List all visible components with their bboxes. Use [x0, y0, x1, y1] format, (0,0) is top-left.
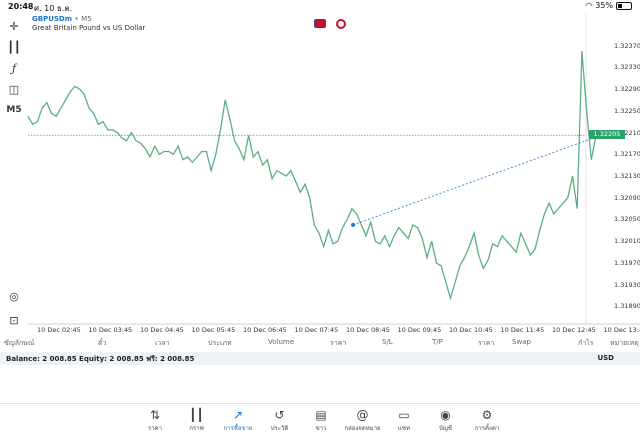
y-tick-label: 1.32090	[614, 193, 640, 202]
nav-item-label: กล่องจดหมาย	[344, 425, 381, 432]
shapes-icon[interactable]: ◫	[8, 82, 20, 96]
x-tick-label: 10 Dec 04:45	[140, 326, 184, 334]
column-header[interactable]: ราคา	[478, 339, 495, 347]
x-tick-label: 10 Dec 13:4	[603, 326, 640, 334]
column-header[interactable]: Volume	[268, 338, 295, 346]
x-tick-label: 10 Dec 08:45	[346, 326, 390, 334]
export-icon[interactable]: ⊡	[9, 313, 19, 327]
news-icon: ▤	[315, 408, 327, 422]
symbol-label[interactable]: GBPUSDm • M5	[32, 15, 92, 23]
currency-flags	[314, 19, 346, 29]
trade-icon: ↗	[232, 408, 244, 422]
nav-item-label: บัญชี	[439, 425, 452, 432]
x-tick-label: 10 Dec 10:45	[449, 326, 493, 334]
battery-icon	[616, 1, 632, 10]
trade-line	[352, 134, 602, 226]
chat-icon: ▭	[398, 408, 410, 422]
price-chart[interactable]	[0, 0, 640, 337]
symbol-dot: •	[74, 15, 79, 23]
nav-item[interactable]: ↗ การซื้อขาย	[218, 407, 258, 433]
crosshair-icon[interactable]: ✛	[9, 19, 19, 33]
balance-text: Balance: 2 008.85 Equity: 2 008.85 ฟรี: …	[6, 355, 195, 363]
column-header[interactable]: S/L	[382, 338, 393, 346]
nav-item[interactable]: ⇅ ราคา	[135, 407, 175, 433]
function-icon[interactable]: ƒ	[11, 61, 17, 75]
y-tick-label: 1.32250	[614, 106, 640, 115]
mailbox-icon: @	[356, 408, 369, 422]
current-price-tag: 1.32205	[589, 130, 625, 139]
nav-item[interactable]: @ กล่องจดหมาย	[343, 407, 383, 433]
nav-item[interactable]: ▤ ข่าว	[301, 407, 341, 433]
history-icon: ↺	[274, 408, 285, 422]
account-icon: ◉	[440, 408, 451, 422]
price-line	[27, 50, 597, 301]
y-tick-label: 1.31970	[614, 258, 640, 267]
entry-marker[interactable]	[351, 222, 355, 227]
candles-icon[interactable]: ┃┃	[7, 40, 21, 54]
settings-icon: ⚙	[481, 408, 493, 422]
x-tick-label: 10 Dec 11:45	[500, 326, 545, 334]
battery-percent: 35%	[595, 1, 613, 10]
zoom-fit-icon[interactable]: ◎	[9, 289, 19, 303]
nav-item-label: ราคา	[148, 425, 162, 432]
nav-item[interactable]: ↺ ประวัติ	[260, 407, 300, 433]
nav-item-label: กราฟ	[189, 425, 204, 432]
column-header[interactable]: หมายเหตุ	[610, 339, 639, 347]
y-tick-label: 1.32290	[614, 85, 640, 94]
column-header[interactable]: Swap	[512, 338, 531, 346]
y-tick-label: 1.31890	[614, 302, 640, 311]
symbol-name: GBPUSDm	[32, 15, 73, 23]
column-header[interactable]: T/P	[432, 338, 443, 346]
y-tick-label: 1.31930	[614, 280, 640, 289]
charts-icon: ┃┃	[189, 408, 204, 422]
usd-flag-icon	[336, 19, 346, 29]
column-header[interactable]: ราคา	[330, 339, 347, 347]
column-header[interactable]: ตั๋ว	[98, 339, 107, 347]
chart-toolbar: ✛ ┃┃ ƒ ◫ M5 ◎ ⊡	[0, 14, 28, 331]
y-tick-label: 1.32170	[614, 150, 640, 159]
y-tick-label: 1.32210	[614, 128, 640, 137]
status-date: ศ. 10 ธ.ค.	[34, 4, 73, 13]
quotes-icon: ⇅	[149, 408, 161, 422]
y-tick-label: 1.32050	[614, 215, 640, 224]
gbp-flag-icon	[314, 19, 326, 28]
nav-item-label: ประวัติ	[270, 425, 289, 432]
y-tick-label: 1.32010	[614, 237, 640, 246]
status-bar: 20:48 ศ. 10 ธ.ค. ◠ 35%	[0, 0, 640, 14]
y-tick-label: 1.32330	[614, 63, 640, 72]
nav-item[interactable]: ⚙ การตั้งค่า	[467, 407, 507, 433]
status-time: 20:48	[8, 2, 34, 11]
nav-item-label: ข่าว	[315, 425, 327, 432]
x-tick-label: 10 Dec 02:45	[37, 326, 81, 334]
y-tick-label: 1.32130	[614, 172, 640, 180]
nav-item[interactable]: ▭ แชท	[384, 407, 424, 433]
status-right: ◠ 35%	[585, 1, 632, 10]
column-header[interactable]: กำไร	[578, 339, 594, 347]
nav-item-label: การตั้งค่า	[474, 425, 500, 432]
column-header[interactable]: ประเภท	[208, 339, 232, 347]
y-tick-label: 1.32370	[614, 41, 640, 50]
x-tick-label: 10 Dec 09:45	[397, 326, 442, 334]
timeframe-button[interactable]: M5	[6, 105, 22, 115]
balance-row: Balance: 2 008.85 Equity: 2 008.85 ฟรี: …	[0, 352, 640, 365]
column-header[interactable]: เวลา	[155, 339, 170, 347]
x-tick-label: 10 Dec 12:45	[552, 326, 596, 334]
column-header[interactable]: ซัญลักษณ์	[4, 339, 35, 347]
symbol-description: Great Britain Pound vs US Dollar	[32, 24, 146, 32]
battery-fill	[618, 3, 623, 8]
trade-table-header: ซัญลักษณ์ ตั๋ว เวลา ประเภท Volume ราคา S/L T/P ร…	[0, 337, 640, 348]
x-tick-label: 10 Dec 07:45	[294, 326, 339, 334]
nav-item[interactable]: ┃┃ กราฟ	[177, 407, 217, 433]
balance-currency: USD	[597, 354, 614, 362]
wifi-icon: ◠	[585, 1, 593, 10]
x-tick-label: 10 Dec 06:45	[243, 326, 287, 334]
nav-item-label: แชท	[398, 425, 410, 432]
nav-item[interactable]: ◉ บัญชี	[426, 407, 466, 433]
bottom-navigation: ⇅ ราคา ┃┃ กราฟ ↗ การซื้อขาย ↺ ประวัติ ▤ ข่าว @ กล่อ…	[0, 403, 640, 447]
x-tick-label: 10 Dec 03:45	[88, 326, 133, 334]
nav-item-label: การซื้อขาย	[223, 425, 253, 432]
x-tick-label: 10 Dec 05:45	[191, 326, 236, 334]
symbol-timeframe: M5	[81, 15, 92, 23]
